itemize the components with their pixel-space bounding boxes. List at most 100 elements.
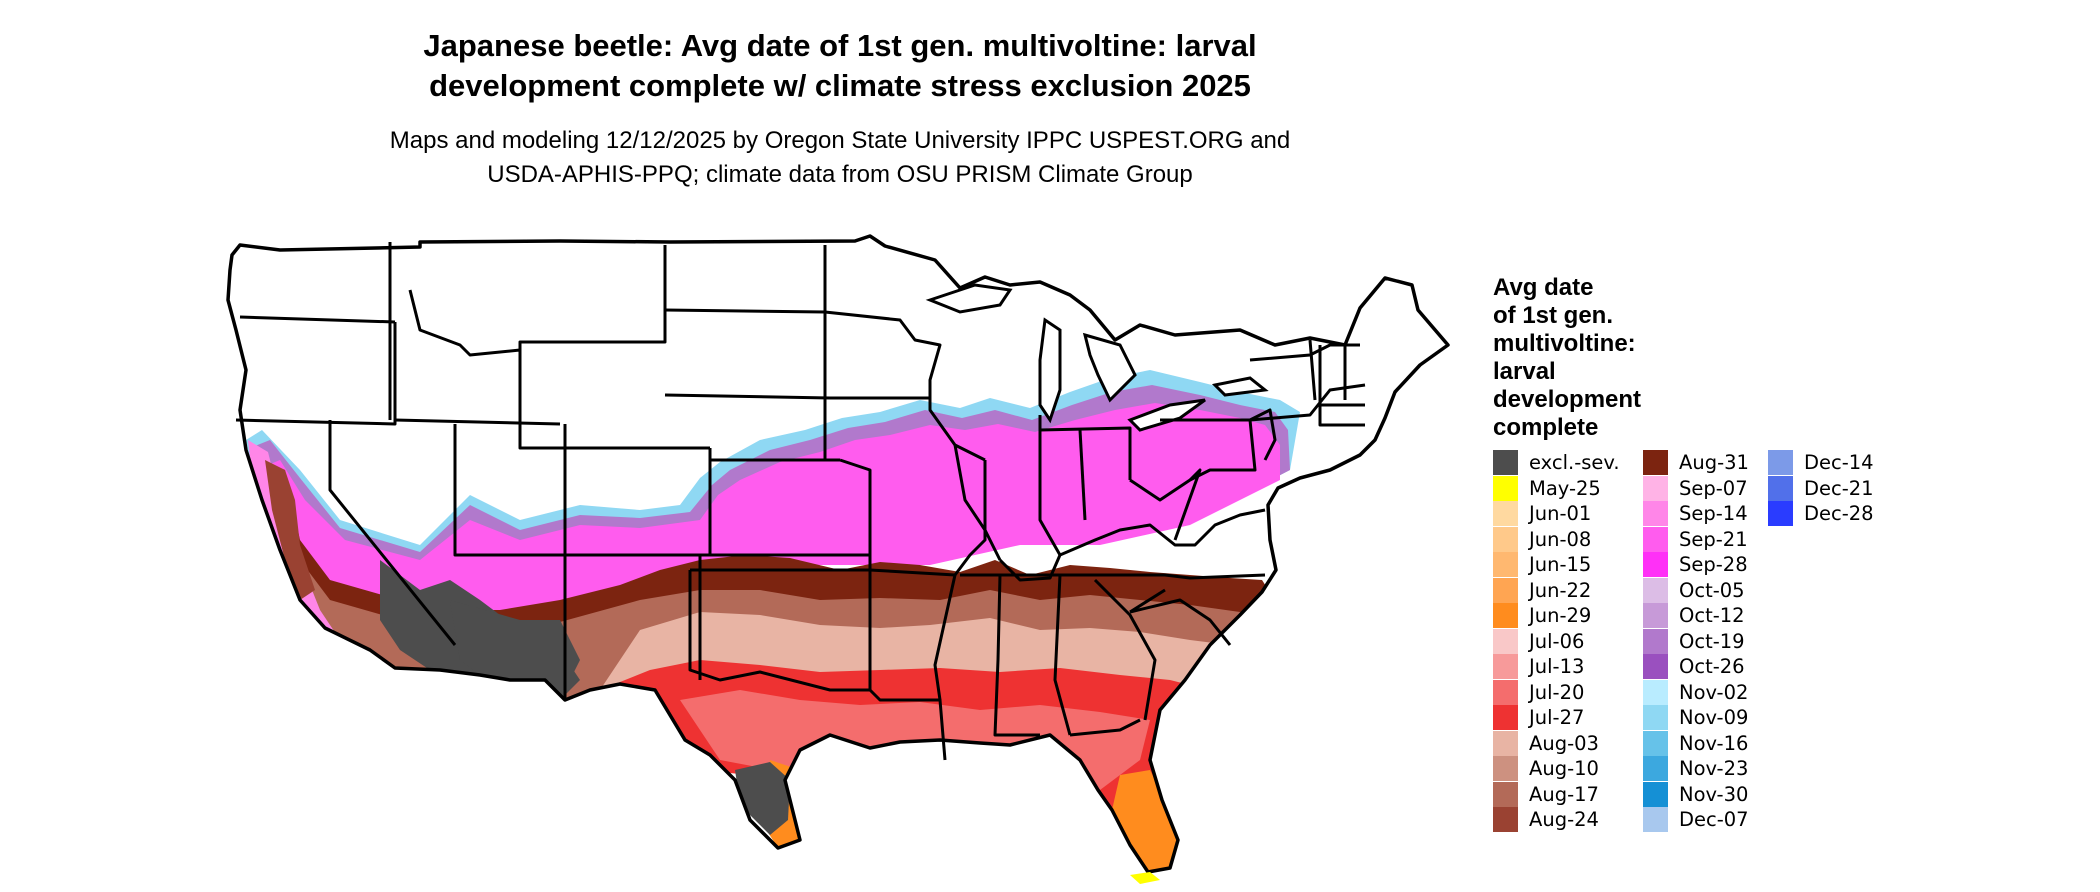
- legend-swatch: [1643, 807, 1668, 833]
- legend-swatch: [1643, 526, 1668, 552]
- legend-label: excl.-sev.: [1529, 451, 1620, 475]
- legend-item: Oct-26: [1643, 654, 1749, 680]
- legend-label: Jun-22: [1529, 578, 1592, 602]
- legend-item: excl.-sev.: [1493, 450, 1620, 476]
- legend-label: Oct-19: [1679, 629, 1745, 653]
- legend-swatch: [1493, 526, 1518, 552]
- legend-label: Jun-29: [1529, 604, 1592, 628]
- legend-swatch: [1643, 781, 1668, 807]
- legend-item: Jul-20: [1493, 679, 1620, 706]
- legend-swatch: [1493, 501, 1518, 527]
- legend-swatch: [1643, 705, 1668, 731]
- legend-swatch: [1768, 475, 1793, 501]
- state-line: [960, 573, 1266, 580]
- legend-item: Jun-29: [1493, 603, 1620, 629]
- florida-keys: [1130, 872, 1160, 884]
- legend-label: Nov-16: [1679, 731, 1749, 755]
- legend-swatch: [1643, 450, 1668, 476]
- state-line: [839, 458, 872, 555]
- state-line: [1038, 415, 1062, 556]
- state-line: [1249, 408, 1277, 461]
- legend-title-line: multivoltine:: [1493, 330, 1636, 357]
- legend-label: Jun-01: [1529, 502, 1592, 526]
- great-lakes: [925, 283, 1269, 432]
- state-line: [1069, 718, 1141, 737]
- legend-label: Oct-26: [1679, 655, 1745, 679]
- legend-item: Jun-22: [1493, 577, 1620, 604]
- legend-label: Jul-06: [1529, 629, 1585, 653]
- legend-label: Dec-07: [1679, 808, 1749, 832]
- legend-title-line: complete: [1493, 414, 1599, 441]
- legend-swatch: [1493, 603, 1518, 629]
- legend-item: Jul-13: [1493, 654, 1620, 680]
- legend-item: Dec-28: [1768, 501, 1874, 527]
- state-line: [869, 460, 987, 577]
- state-line: [1039, 426, 1132, 480]
- title-line: Japanese beetle: Avg date of 1st gen. mu…: [423, 28, 1257, 63]
- legend-item: Aug-10: [1493, 756, 1620, 782]
- legend-title-line: larval: [1493, 358, 1556, 385]
- legend-label: May-25: [1529, 476, 1601, 500]
- legend-label: Jul-27: [1529, 706, 1585, 730]
- legend-item: May-25: [1493, 475, 1620, 502]
- lake-superior: [925, 283, 1013, 314]
- state-line: [953, 444, 1002, 561]
- lake-ontario: [1211, 376, 1269, 397]
- lake-michigan: [1038, 317, 1062, 424]
- country-outline: [226, 234, 1450, 874]
- state-line: [933, 574, 957, 701]
- legend-swatch: [1493, 450, 1518, 476]
- legend-swatch: [1493, 654, 1518, 680]
- legend-item: Aug-03: [1493, 730, 1620, 757]
- legend-label: Oct-05: [1679, 578, 1745, 602]
- state-line: [824, 310, 986, 462]
- legend-swatch: [1493, 807, 1518, 833]
- legend-swatch: [1643, 577, 1668, 603]
- lake-erie: [1127, 398, 1206, 432]
- lake-huron: [1082, 332, 1137, 403]
- legend-swatch: [1493, 781, 1518, 807]
- legend-swatch: [1643, 475, 1668, 501]
- legend-swatch: [1768, 501, 1793, 527]
- legend-label: Nov-09: [1679, 706, 1749, 730]
- legend-label: Nov-02: [1679, 680, 1749, 704]
- legend-title-line: development: [1493, 386, 1642, 413]
- state-line: [1318, 405, 1365, 427]
- legend-swatch: [1493, 756, 1518, 782]
- legend-swatch: [1493, 705, 1518, 731]
- legend-item: Jun-15: [1493, 552, 1620, 578]
- legend-item: Aug-17: [1493, 781, 1620, 808]
- zone-orange-florida: [1112, 770, 1178, 872]
- map-subtitle: Maps and modeling 12/12/2025 by Oregon S…: [240, 124, 1440, 192]
- subtitle-line: Maps and modeling 12/12/2025 by Oregon S…: [389, 127, 1291, 154]
- state-line: [688, 570, 870, 692]
- legend-column: excl.-sev. May-25 Jun-01 Jun-08 Jun-15 Jun-22…: [1493, 450, 1620, 833]
- zone-gray-texas: [735, 762, 790, 835]
- legend-item: Dec-07: [1643, 807, 1749, 833]
- legend-swatch: [1643, 756, 1668, 782]
- legend-column: Aug-31 Sep-07 Sep-14 Sep-21 Sep-28 Oct-05 Oct-…: [1643, 450, 1749, 833]
- state-line: [1129, 588, 1166, 614]
- legend-label: Dec-14: [1804, 451, 1874, 475]
- zone-brown-california: [265, 460, 315, 600]
- legend-item: Sep-21: [1643, 526, 1749, 553]
- legend-item: Dec-21: [1768, 475, 1874, 502]
- legend-item: Jul-27: [1493, 705, 1620, 731]
- legend-swatch: [1643, 679, 1668, 705]
- legend-label: Aug-03: [1529, 731, 1599, 755]
- legend-swatch: [1643, 603, 1668, 629]
- state-line: [1053, 574, 1072, 736]
- state-line: [664, 393, 831, 400]
- state-line: [239, 315, 396, 324]
- legend-swatch: [1493, 552, 1518, 578]
- legend-item: Nov-02: [1643, 679, 1749, 706]
- legend-item: Oct-05: [1643, 577, 1749, 604]
- state-line: [690, 553, 872, 572]
- state-line: [328, 420, 457, 646]
- subtitle-line: USDA-APHIS-PPQ; climate data from OSU PR…: [487, 161, 1193, 188]
- legend-label: Jul-20: [1529, 680, 1585, 704]
- legend-item: Aug-31: [1643, 450, 1749, 476]
- legend-label: Aug-24: [1529, 808, 1599, 832]
- legend-swatch: [1643, 501, 1668, 527]
- map-title: Japanese beetle: Avg date of 1st gen. mu…: [240, 26, 1440, 106]
